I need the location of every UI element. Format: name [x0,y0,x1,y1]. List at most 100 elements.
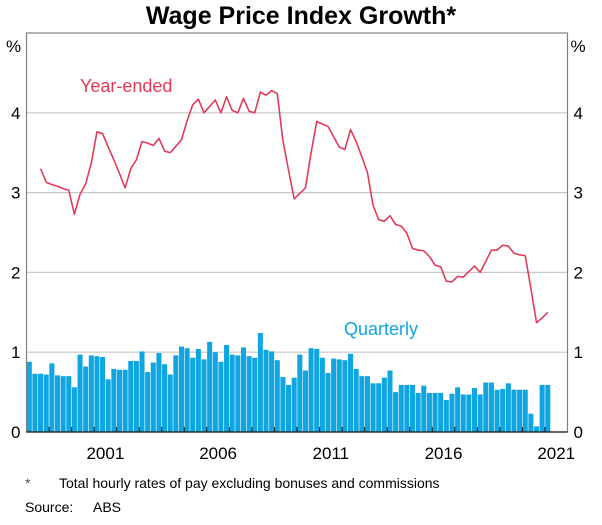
quarterly-bar [517,389,523,432]
quarterly-bar [111,368,117,432]
quarterly-bar [314,349,320,432]
gridlines [26,112,568,353]
source-text: ABS [93,499,122,515]
quarterly-bar [528,413,534,432]
source-note: Source: ABS [25,498,121,516]
quarterly-bar [190,357,196,432]
quarterly-bar [291,377,297,432]
quarterly-bar [116,369,123,432]
quarterly-bar [449,393,455,432]
quarterly-bar [426,392,432,432]
quarterly-bar [150,362,156,432]
quarterly-bar [246,356,252,432]
quarterly-bar [348,353,354,432]
quarterly-bar [77,354,83,432]
y-tick-label-right: 1 [574,343,583,362]
quarterly-bar [302,370,308,432]
quarterly-bar [252,357,258,432]
quarterly-bar [443,400,449,432]
quarterly-bar [308,348,314,432]
y-tick-label-right: 2 [574,263,583,282]
quarterly-bar [94,356,100,432]
y-tick-label-right: 3 [574,184,583,203]
quarterly-bar [359,376,365,432]
y-tick-label-left: 4 [11,104,20,123]
x-tick-label: 2001 [86,444,124,463]
quarterly-bar [201,359,207,432]
quarterly-bar [505,383,511,432]
quarterly-bar [49,363,55,432]
quarterly-bar [455,387,461,432]
quarterly-bar [133,360,139,432]
year-ended-label: Year-ended [80,76,172,96]
quarterly-bar [336,359,342,432]
quarterly-bar [235,355,241,432]
quarterly-bar [466,394,472,432]
quarterly-bar [398,384,404,432]
quarterly-bar [173,355,179,432]
y-tick-label-left: 0 [11,423,20,442]
quarterly-bar [257,333,263,432]
quarterly-bar [100,356,106,432]
quarterly-bar [122,369,128,432]
quarterly-bar [522,389,528,432]
y-tick-label-right: 4 [574,104,583,123]
quarterly-bar [195,349,201,432]
quarterly-bar [370,383,376,432]
y-tick-label-left: 3 [11,184,20,203]
x-tick-label: 2011 [313,444,350,463]
source-label: Source: [25,499,74,515]
quarterly-bar [88,355,94,432]
quarterly-bar [410,384,416,432]
quarterly-bar [286,384,292,432]
quarterly-bar [224,345,230,432]
x-tick-label: 2016 [425,444,463,463]
quarterly-bar [38,373,44,432]
footnote: * Total hourly rates of pay excluding bon… [25,474,440,492]
quarterly-bar [66,376,72,432]
quarterly-bar [297,354,303,432]
chart-title: Wage Price Index Growth* [145,2,457,30]
x-tick-label: 2006 [199,444,237,463]
quarterly-bar [54,375,61,432]
quarterly-bar [421,385,427,432]
quarterly-bar [381,377,387,432]
quarterly-bar [483,382,489,432]
footnote-text: Total hourly rates of pay excluding bonu… [59,475,440,491]
quarterly-bar [387,370,393,432]
quarterly-bar [128,360,134,432]
y-tick-label-left: 2 [11,263,20,282]
quarterly-bar [212,352,218,432]
quarterly-bar [269,351,275,432]
quarterly-bar [184,348,190,432]
quarterly-bar [162,364,168,432]
quarterly-bar [263,349,269,432]
axis-labels: 0 0 1 1 2 2 3 3 4 4% % 2001 2006 2011 2016 2021 Year-end… [6,37,586,463]
quarterly-bar [533,426,540,432]
quarterly-bar [331,358,337,432]
quarterly-bar [488,382,494,432]
footnote-marker: * [25,475,31,491]
quarterly-bar [274,360,280,432]
quarterly-bar [71,387,77,432]
quarterly-bar [139,351,145,432]
quarterly-bar [494,389,500,432]
quarterly-bar [207,341,213,432]
quarterly-bar [539,384,545,432]
quarterly-bar [376,383,382,432]
quarterly-bar [364,376,370,432]
quarterly-bar [32,373,38,432]
x-tick-label: 2021 [537,444,575,463]
plot-frame [25,32,569,433]
quarterly-bar [325,372,331,432]
quarterly-bar [404,384,410,432]
quarterly-bar [353,368,359,432]
quarterly-bar [218,361,224,432]
quarterly-label: Quarterly [344,319,418,339]
year-ended-line [39,89,549,324]
y-unit-left: % [6,37,21,56]
quarterly-bar [460,394,466,432]
y-unit-right: % [571,37,586,56]
quarterly-bar [471,388,478,432]
